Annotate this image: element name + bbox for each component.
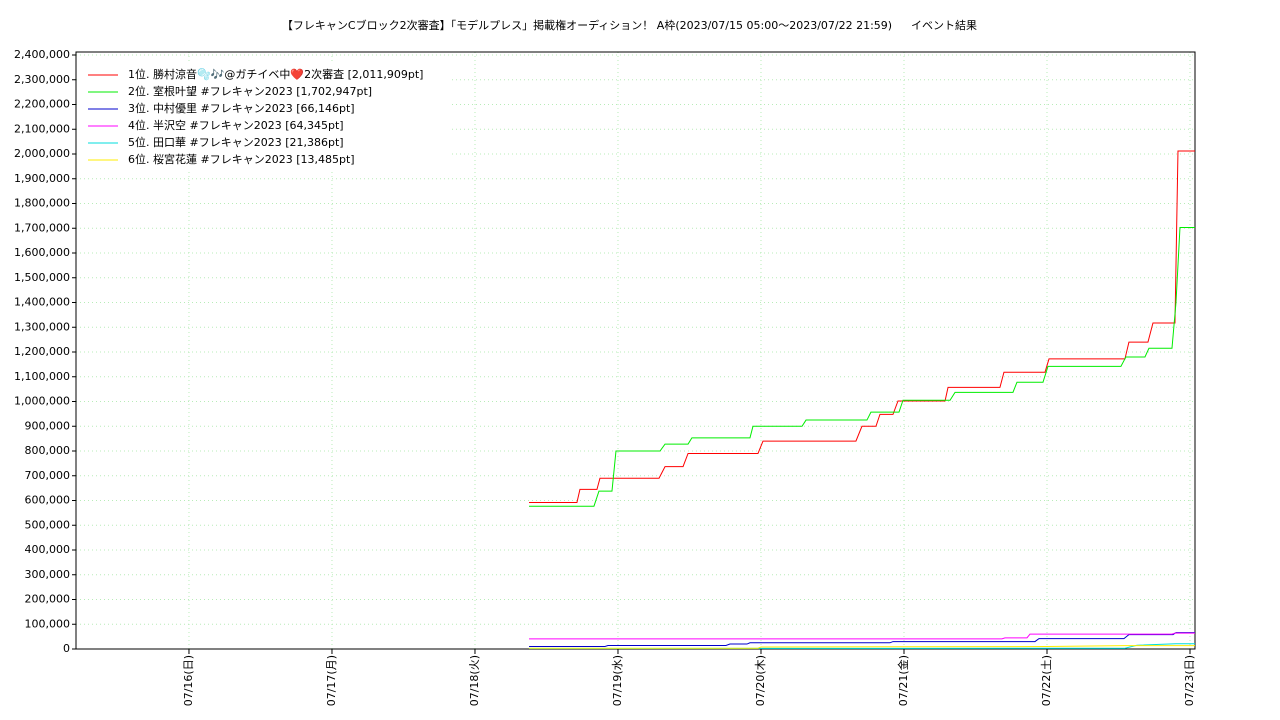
x-tick-label: 07/21(金) bbox=[896, 655, 910, 706]
y-tick-label: 500,000 bbox=[25, 518, 71, 531]
y-tick-label: 1,800,000 bbox=[14, 197, 70, 210]
chart-subtitle: イベント結果 bbox=[911, 18, 977, 32]
legend-label: 2位. 室根叶望 #フレキャン2023 [1,702,947pt] bbox=[128, 84, 372, 98]
y-tick-label: 1,700,000 bbox=[14, 221, 70, 234]
series-line bbox=[529, 632, 1195, 640]
y-tick-label: 400,000 bbox=[25, 543, 71, 556]
y-tick-label: 1,100,000 bbox=[14, 370, 70, 383]
y-tick-label: 1,400,000 bbox=[14, 296, 70, 309]
legend-label: 4位. 半沢空 #フレキャン2023 [64,345pt] bbox=[128, 118, 344, 132]
y-tick-label: 2,000,000 bbox=[14, 147, 70, 160]
plot-frame bbox=[75, 51, 1196, 650]
y-tick-label: 700,000 bbox=[25, 469, 71, 482]
y-tick-label: 2,300,000 bbox=[14, 73, 70, 86]
legend-label: 3位. 中村優里 #フレキャン2023 [66,146pt] bbox=[128, 101, 355, 115]
legend-box bbox=[80, 64, 450, 170]
x-tick-label: 07/18(火) bbox=[468, 655, 481, 706]
y-tick-label: 2,200,000 bbox=[14, 98, 70, 111]
x-tick-label: 07/22(土) bbox=[1040, 655, 1053, 706]
y-tick-label: 0 bbox=[63, 642, 70, 655]
y-tick-label: 2,400,000 bbox=[14, 48, 70, 61]
y-tick-label: 2,100,000 bbox=[14, 122, 70, 135]
x-tick-label: 07/17(月) bbox=[325, 655, 338, 706]
y-tick-label: 1,500,000 bbox=[14, 271, 70, 284]
y-tick-label: 1,600,000 bbox=[14, 246, 70, 259]
y-tick-label: 100,000 bbox=[25, 617, 71, 630]
y-tick-label: 1,900,000 bbox=[14, 172, 70, 185]
y-tick-label: 1,000,000 bbox=[14, 395, 70, 408]
y-tick-label: 900,000 bbox=[25, 419, 71, 432]
y-tick-label: 1,300,000 bbox=[14, 320, 70, 333]
y-tick-label: 1,200,000 bbox=[14, 345, 70, 358]
series-line bbox=[529, 632, 1195, 648]
y-tick-label: 600,000 bbox=[25, 494, 71, 507]
x-tick-label: 07/19(水) bbox=[611, 655, 624, 706]
y-tick-label: 300,000 bbox=[25, 568, 71, 581]
legend-label: 1位. 勝村涼音🫧🎶@ガチイベ中❤️2次審査 [2,011,909pt] bbox=[128, 67, 423, 81]
x-tick-label: 07/23(日) bbox=[1183, 655, 1196, 706]
chart-title: 【フレキャンCブロック2次審査】「モデルプレス」掲載権オーディション！ A枠(2… bbox=[282, 18, 892, 32]
x-tick-label: 07/16(日) bbox=[182, 655, 195, 706]
series-line bbox=[529, 645, 1195, 649]
series-line bbox=[529, 150, 1195, 503]
y-tick-label: 200,000 bbox=[25, 593, 71, 606]
legend-label: 6位. 桜宮花蓮 #フレキャン2023 [13,485pt] bbox=[128, 152, 355, 166]
legend-label: 5位. 田口華 #フレキャン2023 [21,386pt] bbox=[128, 135, 344, 149]
x-tick-label: 07/20(木) bbox=[754, 655, 767, 706]
y-tick-label: 800,000 bbox=[25, 444, 71, 457]
series-line bbox=[529, 227, 1195, 507]
